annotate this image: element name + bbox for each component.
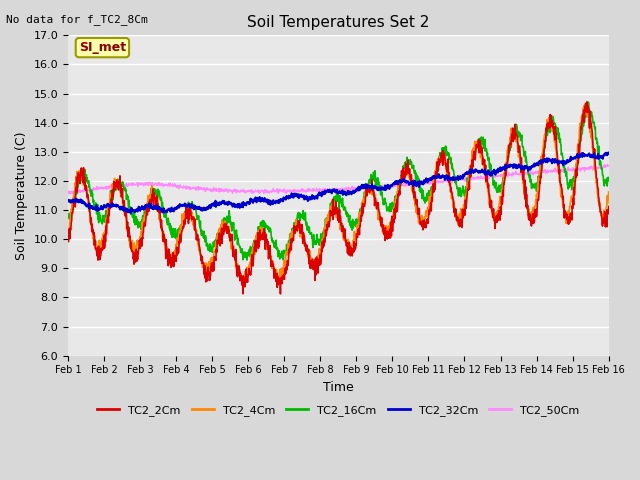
TC2_4Cm <box>294 219 301 225</box>
TC2_50Cm <box>305 186 313 192</box>
TC2_16Cm <box>64 211 72 216</box>
TC2_4Cm <box>64 231 72 237</box>
TC2_32Cm <box>605 150 612 156</box>
TC2_16Cm <box>106 204 114 210</box>
TC2_2Cm <box>315 256 323 262</box>
TC2_50Cm <box>605 163 612 169</box>
Line: TC2_32Cm: TC2_32Cm <box>68 153 609 213</box>
TC2_32Cm <box>64 197 72 203</box>
TC2_4Cm <box>605 189 612 195</box>
TC2_4Cm <box>239 280 247 286</box>
TC2_50Cm <box>64 188 72 194</box>
TC2_4Cm <box>372 205 380 211</box>
TC2_50Cm <box>129 183 136 189</box>
TC2_16Cm <box>584 99 592 105</box>
Text: No data for f_TC2_8Cm: No data for f_TC2_8Cm <box>6 14 148 25</box>
Line: TC2_16Cm: TC2_16Cm <box>68 102 609 260</box>
TC2_50Cm <box>601 162 609 168</box>
TC2_16Cm <box>315 240 323 246</box>
Line: TC2_2Cm: TC2_2Cm <box>68 102 609 294</box>
Text: SI_met: SI_met <box>79 41 126 54</box>
TC2_2Cm <box>64 235 72 240</box>
Legend: TC2_2Cm, TC2_4Cm, TC2_16Cm, TC2_32Cm, TC2_50Cm: TC2_2Cm, TC2_4Cm, TC2_16Cm, TC2_32Cm, TC… <box>93 401 584 420</box>
TC2_50Cm <box>70 191 77 197</box>
TC2_32Cm <box>294 193 301 199</box>
TC2_16Cm <box>605 178 612 183</box>
TC2_2Cm <box>106 203 114 209</box>
TC2_2Cm <box>305 261 313 267</box>
Title: Soil Temperatures Set 2: Soil Temperatures Set 2 <box>247 15 429 30</box>
TC2_4Cm <box>580 102 588 108</box>
TC2_2Cm <box>294 223 301 228</box>
X-axis label: Time: Time <box>323 381 354 394</box>
TC2_2Cm <box>276 291 284 297</box>
TC2_16Cm <box>294 211 301 217</box>
TC2_32Cm <box>129 207 136 213</box>
Line: TC2_4Cm: TC2_4Cm <box>68 105 609 283</box>
TC2_2Cm <box>372 201 380 206</box>
TC2_32Cm <box>127 210 134 216</box>
TC2_2Cm <box>605 204 612 209</box>
TC2_32Cm <box>315 192 323 197</box>
Line: TC2_50Cm: TC2_50Cm <box>68 165 609 194</box>
TC2_2Cm <box>583 99 591 105</box>
TC2_2Cm <box>128 249 136 254</box>
TC2_16Cm <box>243 257 251 263</box>
TC2_50Cm <box>315 188 323 194</box>
TC2_50Cm <box>294 187 301 192</box>
TC2_32Cm <box>305 195 313 201</box>
TC2_16Cm <box>372 176 380 181</box>
TC2_50Cm <box>106 182 114 188</box>
Y-axis label: Soil Temperature (C): Soil Temperature (C) <box>15 131 28 260</box>
TC2_4Cm <box>315 251 323 256</box>
TC2_4Cm <box>106 197 114 203</box>
TC2_32Cm <box>106 202 114 208</box>
TC2_16Cm <box>128 209 136 215</box>
TC2_50Cm <box>372 184 380 190</box>
TC2_16Cm <box>305 229 313 235</box>
TC2_32Cm <box>372 186 380 192</box>
TC2_4Cm <box>128 244 136 250</box>
TC2_4Cm <box>305 254 313 260</box>
